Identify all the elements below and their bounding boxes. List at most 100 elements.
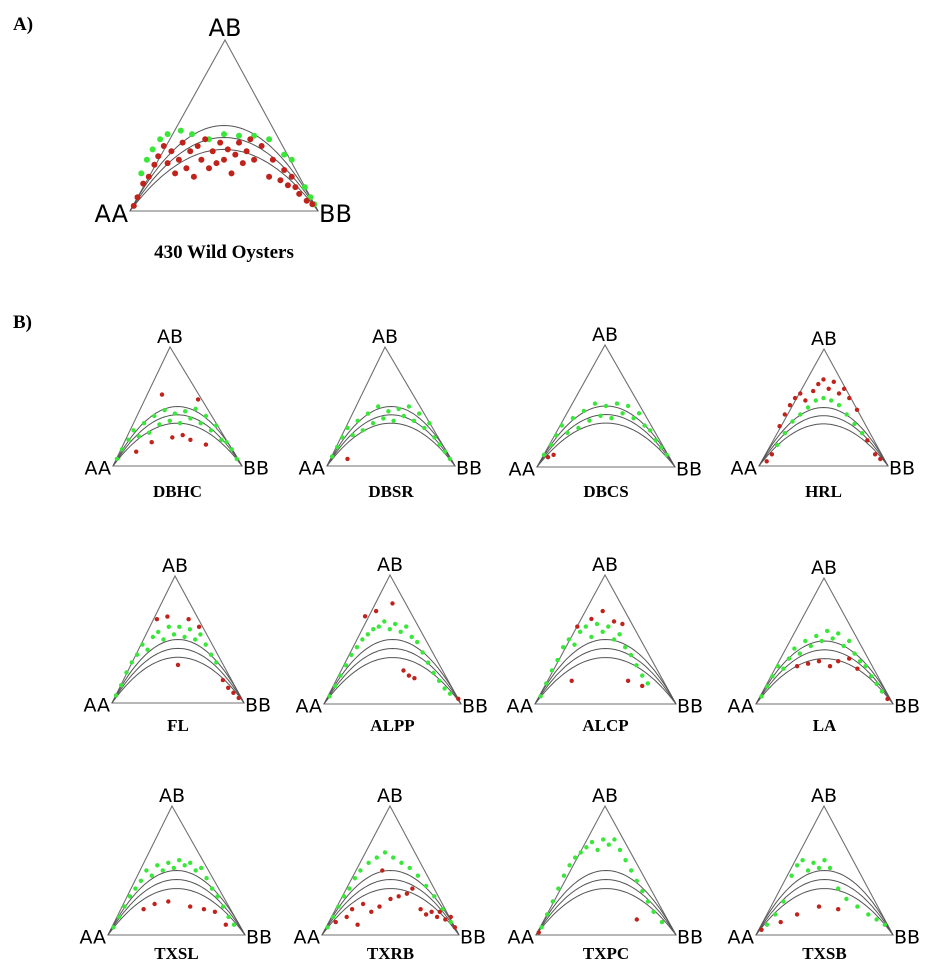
data-point-red [140, 180, 147, 187]
data-point-green [177, 858, 182, 863]
plot-title-dbhc: DBHC [153, 482, 202, 501]
data-point-red [152, 901, 157, 907]
data-point-green [794, 863, 800, 868]
data-point-red [380, 868, 385, 873]
hwe-expectation-curve [321, 878, 460, 936]
data-point-red [418, 907, 423, 912]
hwe-confidence-curve [321, 888, 460, 936]
data-point-red [878, 456, 883, 462]
data-point-green [774, 442, 780, 448]
data-point-green [773, 912, 778, 917]
vertex-label-bb: BB [889, 458, 915, 480]
vertex-label-aa: AA [730, 458, 757, 480]
ternary-plot-txsb: AB AA BB TXSB [727, 785, 920, 963]
data-point-green [136, 434, 141, 439]
data-point-green [425, 660, 431, 665]
triangle-outline [535, 804, 677, 936]
data-point-red [412, 676, 417, 681]
data-point-green [133, 886, 138, 891]
vertex-label-aa: AA [508, 459, 535, 481]
data-point-green [365, 411, 371, 416]
ternary-plot-txrb: AB AA BB TXRB [293, 785, 486, 963]
data-point-red [187, 148, 194, 155]
data-point-green [827, 865, 833, 871]
data-point-red [545, 455, 551, 460]
data-point-green [409, 634, 414, 640]
data-point-green [111, 925, 116, 930]
data-point-green [183, 409, 188, 414]
data-point-red [212, 909, 218, 914]
data-point-green [360, 428, 365, 433]
data-point-green [126, 437, 131, 442]
data-point-green [816, 865, 822, 871]
data-point-green [134, 652, 140, 657]
data-point-red [625, 678, 631, 683]
data-point-green [431, 670, 436, 676]
data-point-green [800, 858, 805, 863]
data-point-green [229, 447, 234, 452]
data-point-red [333, 919, 338, 925]
data-point-green [611, 637, 617, 642]
data-point-green [365, 632, 370, 637]
data-point-green [642, 423, 647, 428]
data-point-red [228, 170, 235, 177]
data-point-green [171, 632, 177, 637]
vertex-label-bb: BB [677, 696, 703, 718]
ternary-plot-430-wild-oysters: AB AA BB 430 Wild Oysters [94, 14, 351, 263]
data-point-green [659, 445, 664, 450]
data-point-green [764, 684, 770, 689]
data-point-red [536, 930, 541, 935]
data-point-green [208, 428, 214, 433]
triangle-outline [326, 345, 456, 467]
data-point-green [329, 454, 335, 459]
data-point-green [852, 651, 857, 656]
vertex-label-aa: AA [84, 458, 111, 480]
data-point-green [149, 873, 154, 878]
plot-title-txsl: TXSL [154, 944, 198, 963]
data-point-red [589, 616, 594, 622]
vertex-label-ab: AB [377, 554, 403, 576]
data-point-red [180, 432, 185, 438]
triangle-outline [755, 804, 894, 936]
data-point-green [288, 156, 295, 163]
data-point-green [572, 642, 577, 647]
data-point-green [628, 652, 634, 658]
data-point-green [144, 868, 149, 873]
data-point-green [340, 435, 345, 440]
hwe-confidence-curve [107, 888, 246, 936]
triangle-outline [321, 804, 460, 936]
hwe-confidence-curve [326, 405, 456, 467]
data-point-red [794, 912, 800, 917]
data-point-green [559, 423, 564, 428]
data-point-red [620, 621, 625, 627]
data-point-green [161, 637, 166, 642]
data-point-green [214, 660, 219, 665]
data-point-green [592, 401, 598, 406]
data-point-green [594, 621, 600, 627]
data-point-green [550, 899, 555, 904]
data-point-green [583, 624, 588, 629]
data-point-green [549, 668, 555, 673]
data-point-green [341, 894, 347, 899]
data-point-red [186, 617, 191, 622]
plot-title-la: LA [813, 716, 837, 735]
data-point-red [448, 914, 453, 920]
plot-title-dbcs: DBCS [583, 482, 628, 501]
data-point-green [544, 681, 549, 686]
data-point-green [548, 442, 553, 448]
data-point-green [404, 624, 409, 629]
data-point-green [790, 419, 795, 424]
data-point-green [432, 435, 437, 440]
data-point-red [362, 614, 368, 619]
data-point-green [868, 674, 874, 679]
data-point-red [831, 379, 836, 384]
hwe-confidence-curve [326, 422, 456, 467]
data-point-green [157, 136, 164, 143]
data-point-red [764, 459, 769, 464]
data-point-green [836, 403, 842, 408]
vertex-label-aa: AA [727, 696, 754, 718]
data-point-red [309, 201, 316, 208]
hwe-confidence-curve [755, 640, 894, 705]
data-point-green [879, 689, 885, 694]
data-point-green [422, 425, 427, 431]
